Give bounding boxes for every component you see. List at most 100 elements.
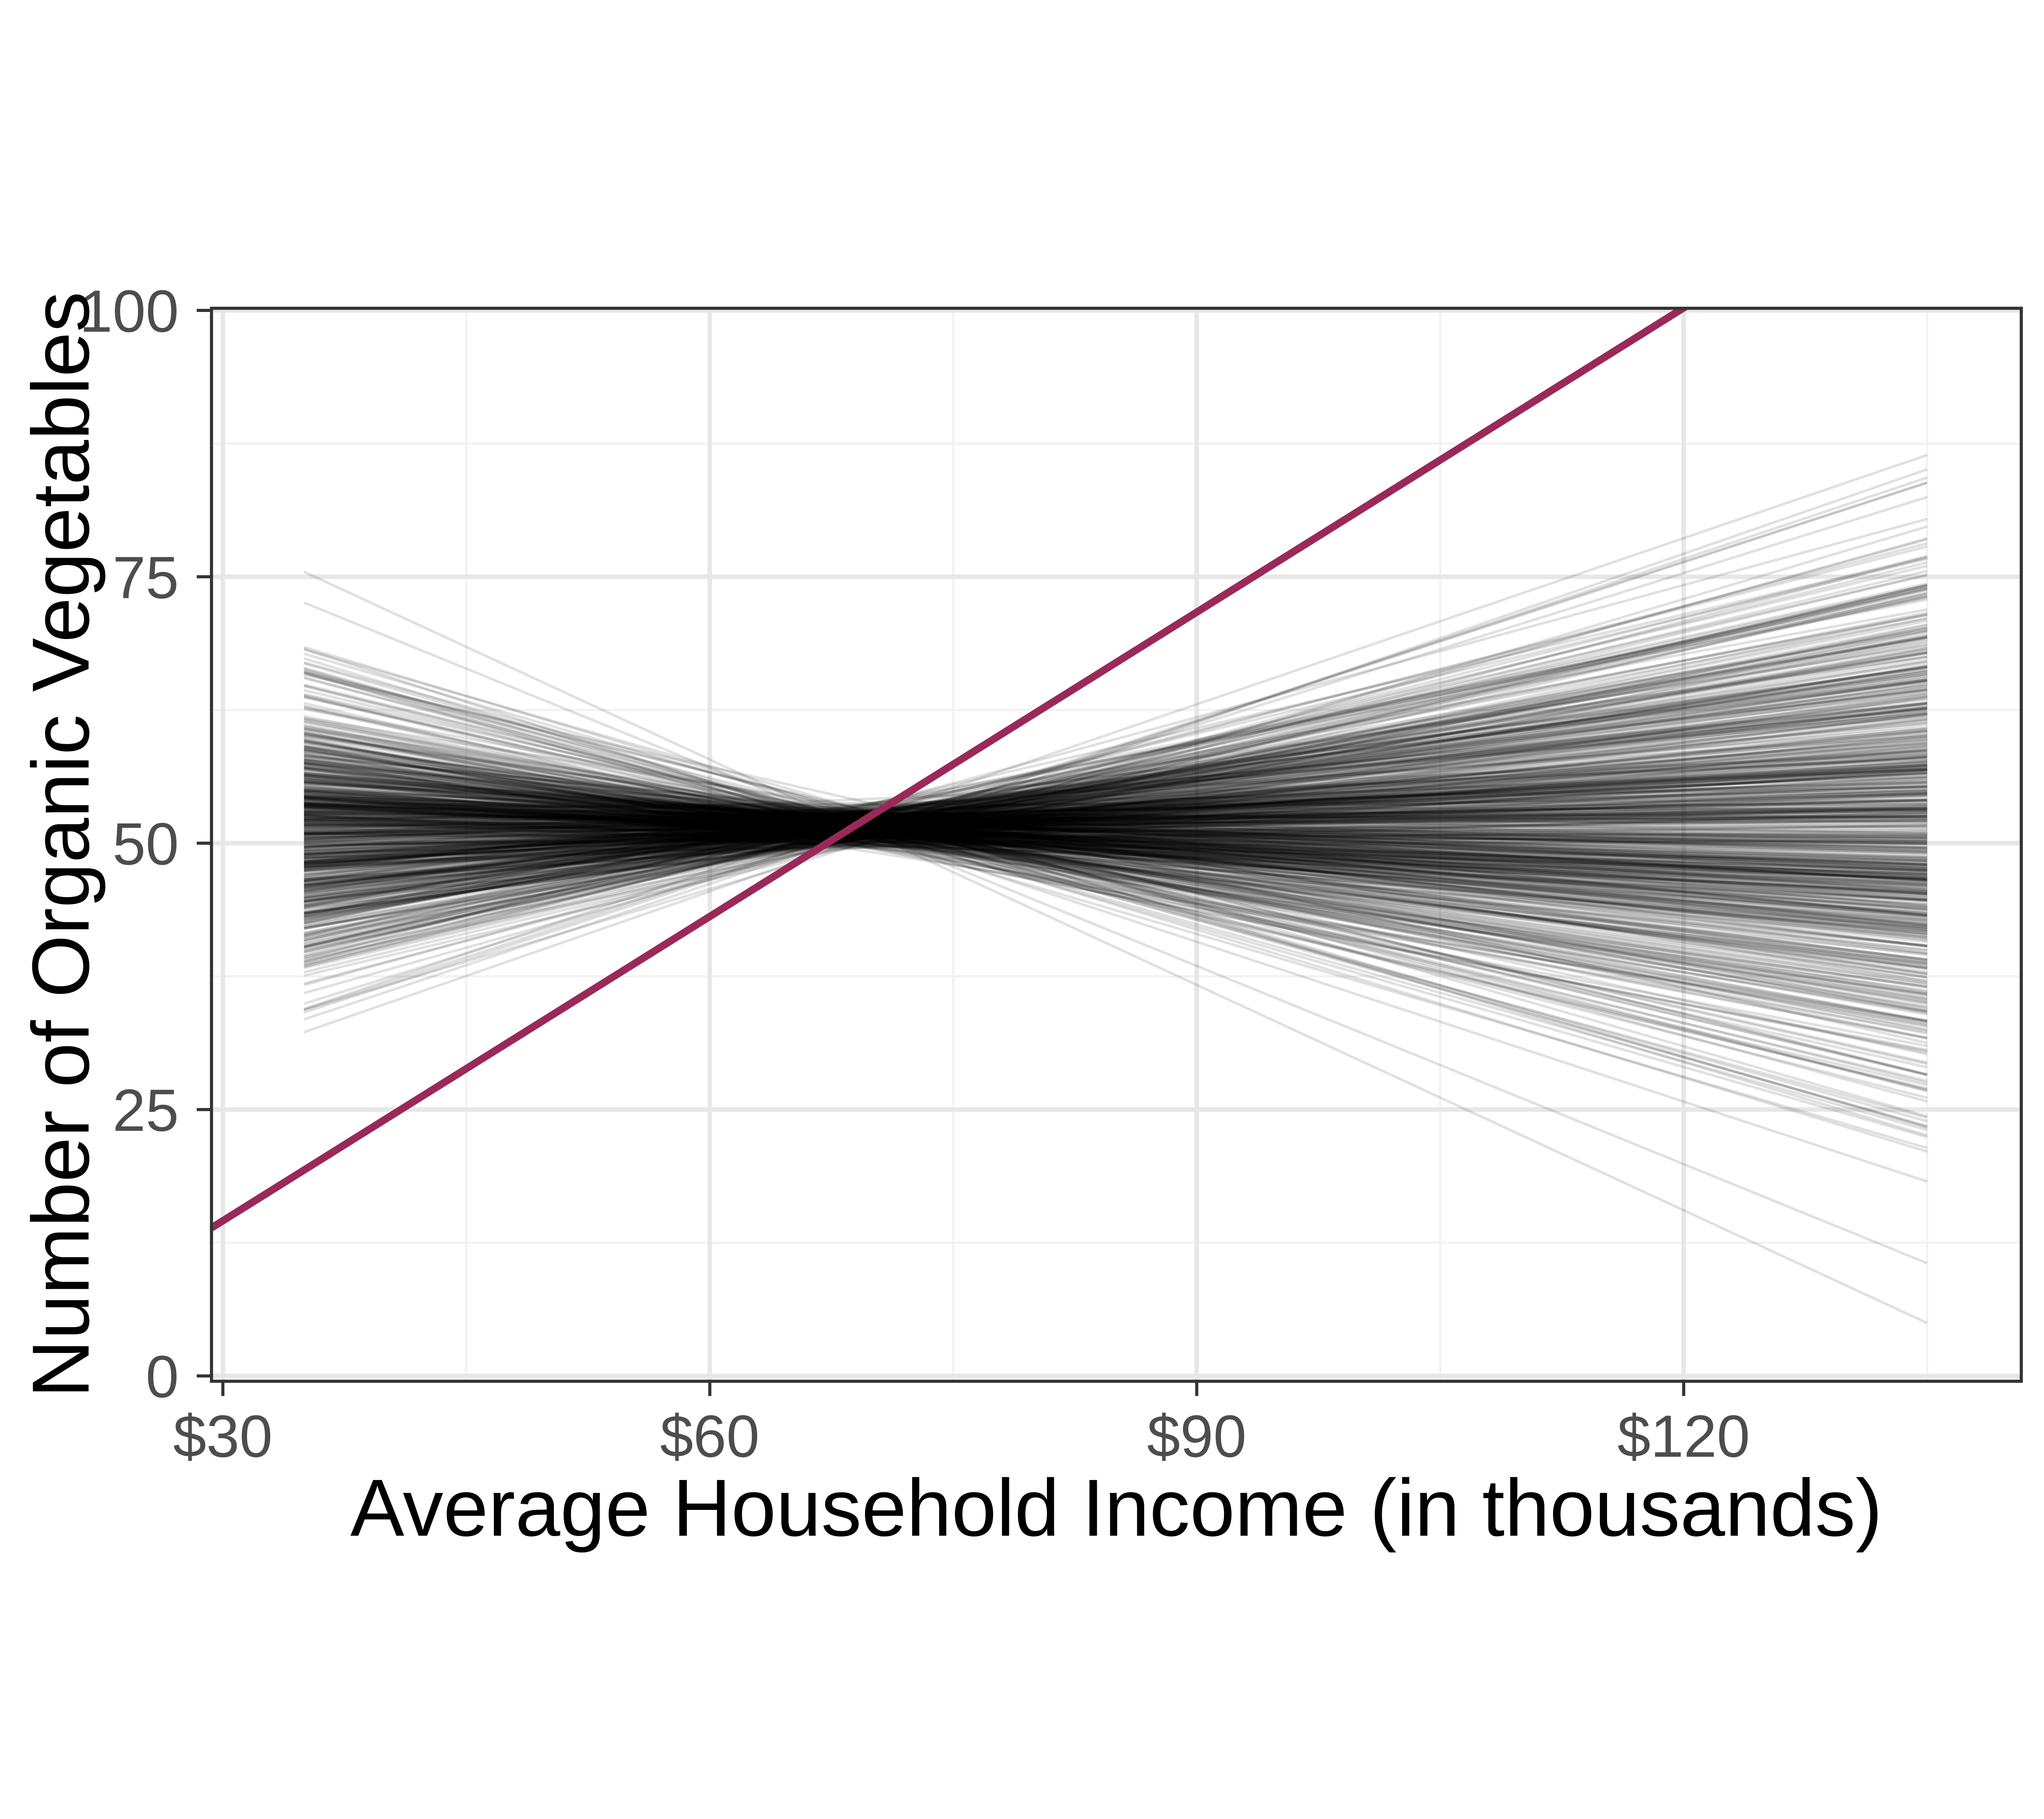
ensemble-line	[304, 758, 1927, 947]
ensemble-line	[304, 780, 1927, 879]
ensemble-line	[304, 767, 1927, 996]
ensemble-line	[304, 742, 1927, 979]
ensemble-line	[304, 803, 1927, 849]
ensemble-line	[304, 706, 1927, 900]
ensemble-line	[304, 758, 1927, 927]
ensemble-line	[304, 777, 1927, 875]
ensemble-line	[304, 809, 1927, 829]
ensemble-line	[304, 582, 1927, 942]
ensemble-line	[304, 651, 1927, 906]
ensemble-line	[304, 717, 1927, 983]
ensemble-line	[304, 807, 1927, 874]
ensemble-line	[304, 706, 1927, 894]
ensemble-line	[304, 635, 1927, 918]
ensemble-line	[304, 789, 1927, 852]
ensemble-line	[304, 797, 1927, 910]
ensemble-line	[304, 823, 1927, 835]
ensemble-line	[304, 752, 1927, 1001]
ensemble-line	[304, 598, 1927, 917]
ensemble-line	[304, 762, 1927, 954]
ensemble-line	[304, 816, 1927, 821]
ensemble-line	[303, 704, 1927, 1069]
ensemble-line	[304, 795, 1927, 907]
ensemble-line	[304, 790, 1927, 895]
ensemble-line	[304, 805, 1927, 880]
ensemble-line	[304, 721, 1927, 882]
ensemble-line	[304, 594, 1927, 917]
ensemble-line	[304, 679, 1927, 907]
ensemble-line	[304, 755, 1927, 917]
ensemble-line	[304, 742, 1927, 853]
ensemble-line	[303, 684, 1927, 1099]
ensemble-line	[304, 680, 1927, 911]
ensemble-line	[304, 738, 1927, 872]
ensemble-line	[304, 798, 1927, 860]
ensemble-line	[304, 756, 1927, 872]
ensemble-line	[304, 768, 1927, 920]
ensemble-line	[304, 803, 1927, 888]
ensemble-line	[304, 794, 1927, 872]
ensemble-line	[304, 731, 1927, 1005]
ensemble-line	[304, 637, 1927, 928]
ensemble-line	[304, 718, 1927, 904]
ensemble-line	[303, 542, 1927, 963]
ensemble-line	[304, 730, 1927, 886]
ensemble-line	[304, 805, 1927, 852]
ensemble-line	[304, 778, 1927, 911]
ensemble-line	[304, 817, 1927, 859]
ensemble-line	[304, 788, 1927, 917]
ensemble-line	[303, 684, 1927, 1077]
x-tick-label: $60	[660, 1403, 760, 1469]
ensemble-line	[304, 765, 1927, 859]
ensemble-line	[304, 766, 1927, 926]
ensemble-line	[304, 718, 1927, 1023]
ensemble-line	[304, 772, 1927, 911]
ensemble-line	[304, 585, 1927, 948]
ensemble-line	[304, 773, 1927, 901]
ensemble-line	[304, 791, 1927, 829]
x-axis-tick-marks	[221, 1381, 1685, 1396]
ensemble-line	[304, 755, 1927, 917]
ensemble-line	[304, 793, 1927, 901]
ensemble-line	[304, 807, 1927, 827]
ensemble-line	[304, 707, 1927, 863]
ensemble-line	[304, 636, 1927, 939]
ensemble-line	[304, 747, 1927, 1013]
ensemble-line	[304, 795, 1927, 843]
ensemble-line	[304, 763, 1927, 864]
ensemble-line	[303, 454, 1928, 1010]
ensemble-line	[304, 812, 1927, 868]
ensemble-line	[304, 636, 1927, 926]
y-axis-tick-labels: 0 25 50 75 100	[79, 278, 179, 1410]
ensemble-line	[304, 677, 1927, 899]
ensemble-line	[304, 671, 1927, 899]
ensemble-line	[304, 704, 1927, 868]
ensemble-line	[304, 785, 1927, 855]
ensemble-line	[304, 588, 1927, 937]
ensemble-line	[304, 712, 1927, 867]
ensemble-line	[304, 763, 1927, 864]
ensemble-line	[304, 814, 1927, 889]
ensemble-line	[304, 771, 1927, 863]
ensemble-line	[304, 805, 1927, 876]
ensemble-line	[304, 761, 1927, 917]
ensemble-line	[304, 627, 1927, 946]
ensemble-line	[304, 686, 1927, 894]
ensemble-line	[304, 611, 1927, 935]
ensemble-line	[304, 815, 1927, 879]
ensemble-line	[304, 767, 1927, 856]
ensemble-line	[304, 707, 1927, 870]
ensemble-line	[303, 671, 1928, 1149]
ensemble-line	[304, 786, 1927, 870]
ensemble-line	[303, 570, 1927, 963]
ensemble-line	[304, 818, 1927, 846]
ensemble-line	[304, 679, 1927, 882]
ensemble-line	[304, 815, 1927, 894]
ensemble-line	[304, 805, 1927, 811]
ensemble-line	[304, 709, 1927, 879]
ensemble-line	[304, 659, 1927, 914]
ensemble-line	[304, 821, 1927, 839]
ensemble-line	[304, 838, 1927, 853]
ensemble-line	[304, 596, 1927, 922]
ensemble-line	[304, 733, 1927, 994]
